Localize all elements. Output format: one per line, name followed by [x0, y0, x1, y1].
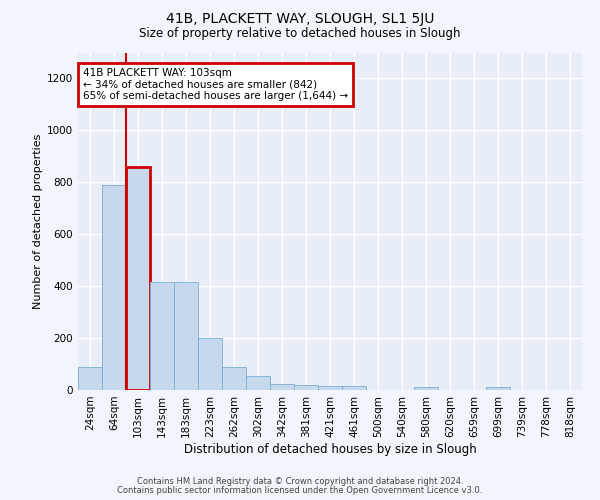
Bar [270, 384, 294, 390]
Bar [222, 366, 246, 390]
Bar [126, 166, 150, 390]
Bar [198, 338, 222, 390]
X-axis label: Distribution of detached houses by size in Slough: Distribution of detached houses by size … [184, 442, 476, 456]
Bar [78, 366, 102, 390]
Bar [246, 376, 270, 390]
Text: 41B, PLACKETT WAY, SLOUGH, SL1 5JU: 41B, PLACKETT WAY, SLOUGH, SL1 5JU [166, 12, 434, 26]
Bar [150, 282, 174, 390]
Text: Contains public sector information licensed under the Open Government Licence v3: Contains public sector information licen… [118, 486, 482, 495]
Bar [318, 386, 342, 390]
Bar [414, 387, 438, 390]
Bar [486, 387, 510, 390]
Y-axis label: Number of detached properties: Number of detached properties [33, 134, 43, 309]
Text: Size of property relative to detached houses in Slough: Size of property relative to detached ho… [139, 28, 461, 40]
Bar [174, 282, 198, 390]
Text: Contains HM Land Registry data © Crown copyright and database right 2024.: Contains HM Land Registry data © Crown c… [137, 477, 463, 486]
Bar [102, 185, 126, 390]
Bar [294, 386, 318, 390]
Bar [342, 386, 366, 390]
Text: 41B PLACKETT WAY: 103sqm
← 34% of detached houses are smaller (842)
65% of semi-: 41B PLACKETT WAY: 103sqm ← 34% of detach… [83, 68, 348, 102]
